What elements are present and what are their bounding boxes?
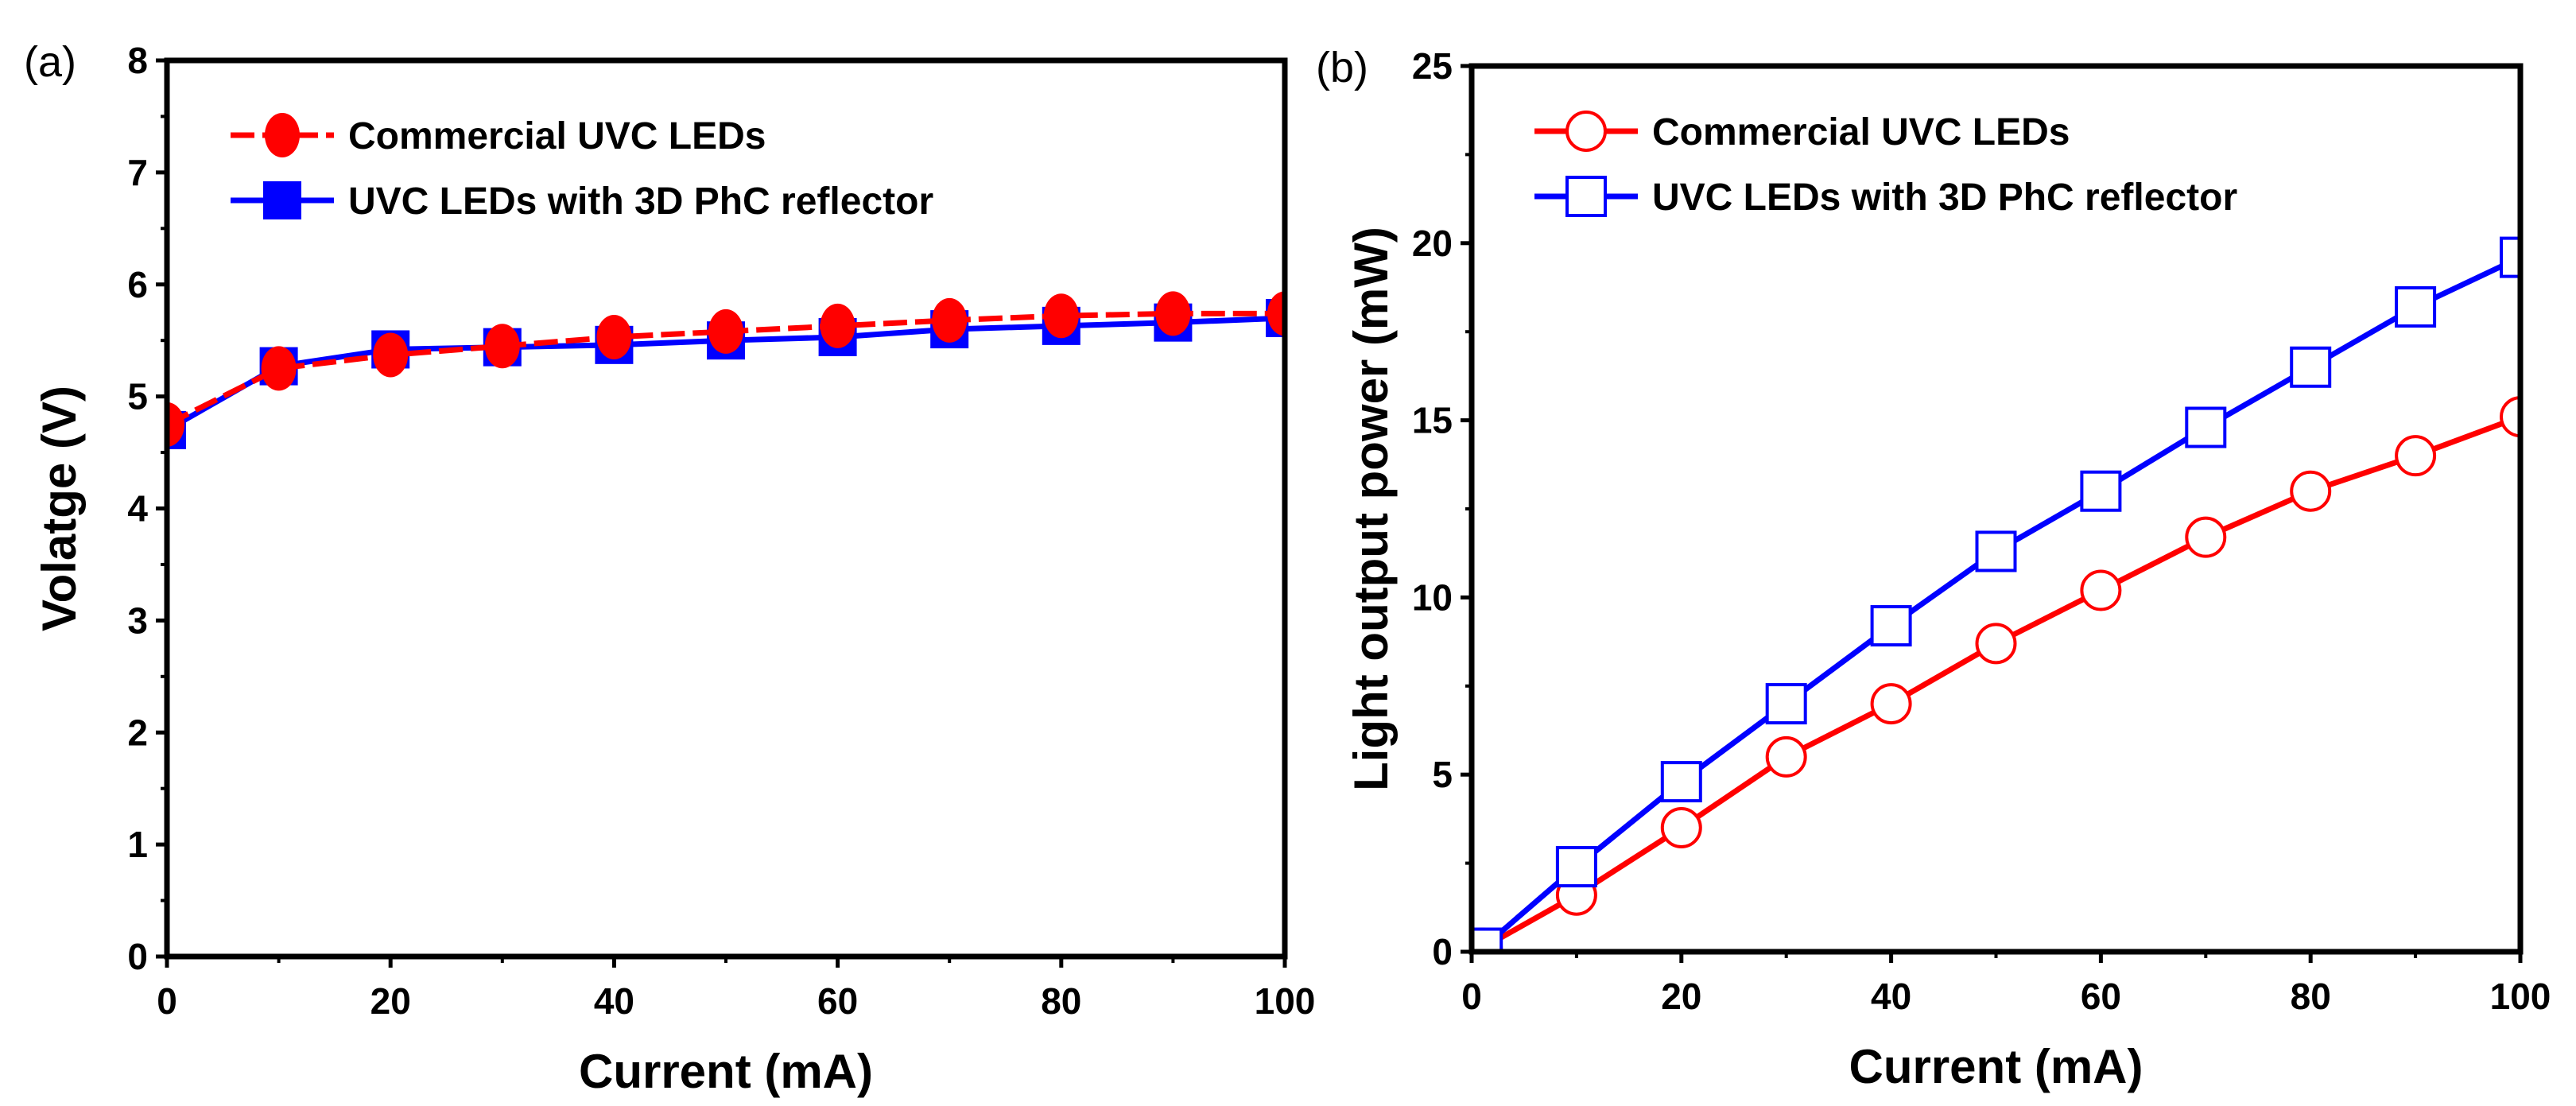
- y-tick-label: 20: [1412, 223, 1453, 264]
- legend: Commercial UVC LEDs UVC LEDs with 3D PhC …: [1534, 111, 2237, 219]
- x-tick-label: 0: [1461, 976, 1482, 1017]
- data-point-series-0: [2395, 435, 2437, 477]
- y-tick-label: 0: [127, 936, 148, 977]
- series-line-0: [1480, 413, 2520, 951]
- y-tick-label: 1: [127, 824, 148, 865]
- legend-label: UVC LEDs with 3D PhC reflector: [348, 180, 933, 223]
- plot-frame: [164, 57, 1288, 960]
- data-point-series-0: [820, 303, 855, 348]
- data-point-series-1: [2290, 346, 2332, 388]
- data-point-series-1: [2185, 406, 2227, 448]
- data-point-series-0: [708, 309, 743, 354]
- data-point-series-0: [1870, 683, 1912, 725]
- y-tick-label: 0: [1432, 931, 1453, 972]
- data-point-series-1: [1660, 761, 1702, 803]
- data-point-series-0: [2080, 569, 2122, 611]
- plot-area: [167, 291, 1285, 449]
- y-axis-title: Volatge (V): [33, 386, 86, 631]
- data-point-series-0: [1267, 291, 1285, 336]
- legend: Commercial UVC LEDs UVC LEDs with 3D PhC …: [231, 113, 933, 223]
- data-point-series-0: [2290, 470, 2332, 512]
- panel-label: (b): [1316, 44, 1368, 91]
- data-point-series-1: [2080, 470, 2122, 512]
- y-tick-label: 3: [127, 600, 148, 641]
- y-axis-title: Light output power (mW): [1344, 227, 1398, 791]
- data-point-series-1: [1975, 530, 2017, 572]
- y-tick-label: 5: [1432, 754, 1453, 795]
- y-tick-label: 7: [127, 152, 148, 193]
- data-point-series-1: [1765, 683, 1807, 725]
- plot-frame: [1468, 63, 2524, 955]
- data-point-series-0: [1765, 735, 1807, 778]
- y-tick-label: 5: [127, 376, 148, 417]
- legend-marker: [1565, 176, 1607, 217]
- data-point-series-0: [932, 297, 968, 343]
- panel-label: (a): [24, 38, 76, 86]
- x-tick-label: 60: [2081, 976, 2121, 1017]
- legend-marker: [1565, 111, 1607, 152]
- x-tick-label: 20: [1661, 976, 1701, 1017]
- data-point-series-0: [1660, 807, 1702, 849]
- legend-label: Commercial UVC LEDs: [348, 115, 766, 157]
- x-tick-label: 80: [1041, 980, 1081, 1022]
- data-point-series-0: [1975, 623, 2017, 665]
- y-tick-label: 2: [127, 712, 148, 753]
- data-point-series-0: [596, 314, 632, 359]
- panel-b: (b) 0 20 40 60 80 100 0 5 10 15 20 25 Current (mA) Lig…: [1316, 44, 2551, 1093]
- y-tick-label: 10: [1412, 576, 1453, 618]
- data-point-series-0: [1043, 293, 1079, 339]
- x-tick-label: 100: [1255, 980, 1316, 1022]
- data-point-series-0: [2500, 396, 2520, 438]
- panel-a: (a) 0 20 40 60 80 100 0 1 2 3 4 5 6 7 8 Current (mA) Vola…: [24, 38, 1315, 1098]
- x-tick-label: 0: [157, 980, 177, 1022]
- y-tick-label: 8: [127, 40, 148, 81]
- data-point-series-1: [1555, 846, 1597, 888]
- x-tick-label: 80: [2291, 976, 2331, 1017]
- x-tick-label: 40: [594, 980, 634, 1022]
- data-point-series-0: [261, 346, 297, 391]
- data-point-series-0: [373, 332, 409, 378]
- data-point-series-0: [2185, 516, 2227, 558]
- data-point-series-1: [2395, 286, 2437, 328]
- data-point-series-0: [484, 324, 520, 369]
- x-tick-label: 40: [1871, 976, 1911, 1017]
- y-tick-label: 15: [1412, 400, 1453, 441]
- y-tick-label: 6: [127, 264, 148, 305]
- y-tick-label: 25: [1412, 45, 1453, 87]
- y-tick-label: 4: [127, 488, 148, 530]
- plot-area: [1472, 236, 2520, 952]
- x-tick-label: 20: [370, 980, 411, 1022]
- data-point-series-1: [2500, 236, 2520, 278]
- legend-marker: [265, 113, 300, 157]
- x-axis-title: Current (mA): [579, 1045, 873, 1098]
- legend-marker: [263, 181, 301, 219]
- data-point-series-1: [1870, 605, 1912, 647]
- x-tick-label: 60: [817, 980, 858, 1022]
- x-tick-label: 100: [2490, 976, 2551, 1017]
- legend-label: UVC LEDs with 3D PhC reflector: [1652, 177, 2237, 219]
- x-axis-title: Current (mA): [1849, 1040, 2143, 1093]
- data-point-series-0: [1155, 291, 1191, 336]
- series-line-1: [1480, 254, 2520, 951]
- legend-label: Commercial UVC LEDs: [1652, 111, 2070, 153]
- data-point-series-0: [167, 402, 184, 447]
- data-point-series-1: [1472, 927, 1503, 952]
